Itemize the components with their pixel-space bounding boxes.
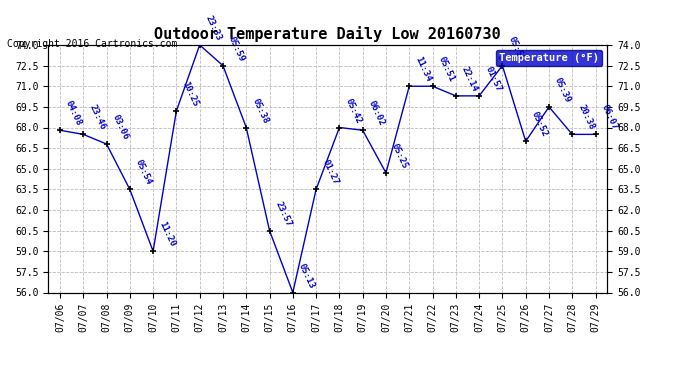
Text: 01:27: 01:27: [320, 158, 339, 187]
Text: Copyright 2016 Cartronics.com: Copyright 2016 Cartronics.com: [7, 39, 177, 50]
Text: 11:20: 11:20: [157, 220, 177, 249]
Text: 23:46: 23:46: [88, 104, 107, 132]
Text: 22:14: 22:14: [460, 65, 480, 93]
Text: 05:13: 05:13: [297, 261, 317, 290]
Text: 23:33: 23:33: [204, 14, 224, 42]
Text: 05:42: 05:42: [344, 96, 363, 125]
Text: 20:38: 20:38: [576, 104, 596, 132]
Text: 05:38: 05:38: [250, 96, 270, 125]
Text: 05:25: 05:25: [390, 142, 410, 170]
Text: 06:02: 06:02: [367, 99, 386, 128]
Text: 23:57: 23:57: [274, 200, 293, 228]
Title: Outdoor Temperature Daily Low 20160730: Outdoor Temperature Daily Low 20160730: [155, 27, 501, 42]
Legend: Temperature (°F): Temperature (°F): [495, 50, 602, 66]
Text: 04:08: 04:08: [64, 99, 83, 128]
Text: 03:06: 03:06: [110, 113, 130, 141]
Text: 06:07: 06:07: [600, 104, 619, 132]
Text: 01:57: 01:57: [483, 65, 503, 93]
Text: 10:25: 10:25: [181, 80, 200, 108]
Text: 05:54: 05:54: [134, 158, 153, 187]
Text: 11:34: 11:34: [413, 55, 433, 84]
Text: 05:52: 05:52: [530, 110, 549, 138]
Text: 05:39: 05:39: [553, 76, 573, 104]
Text: 05:55: 05:55: [506, 34, 526, 63]
Text: 05:59: 05:59: [227, 34, 246, 63]
Text: 05:51: 05:51: [437, 55, 456, 84]
